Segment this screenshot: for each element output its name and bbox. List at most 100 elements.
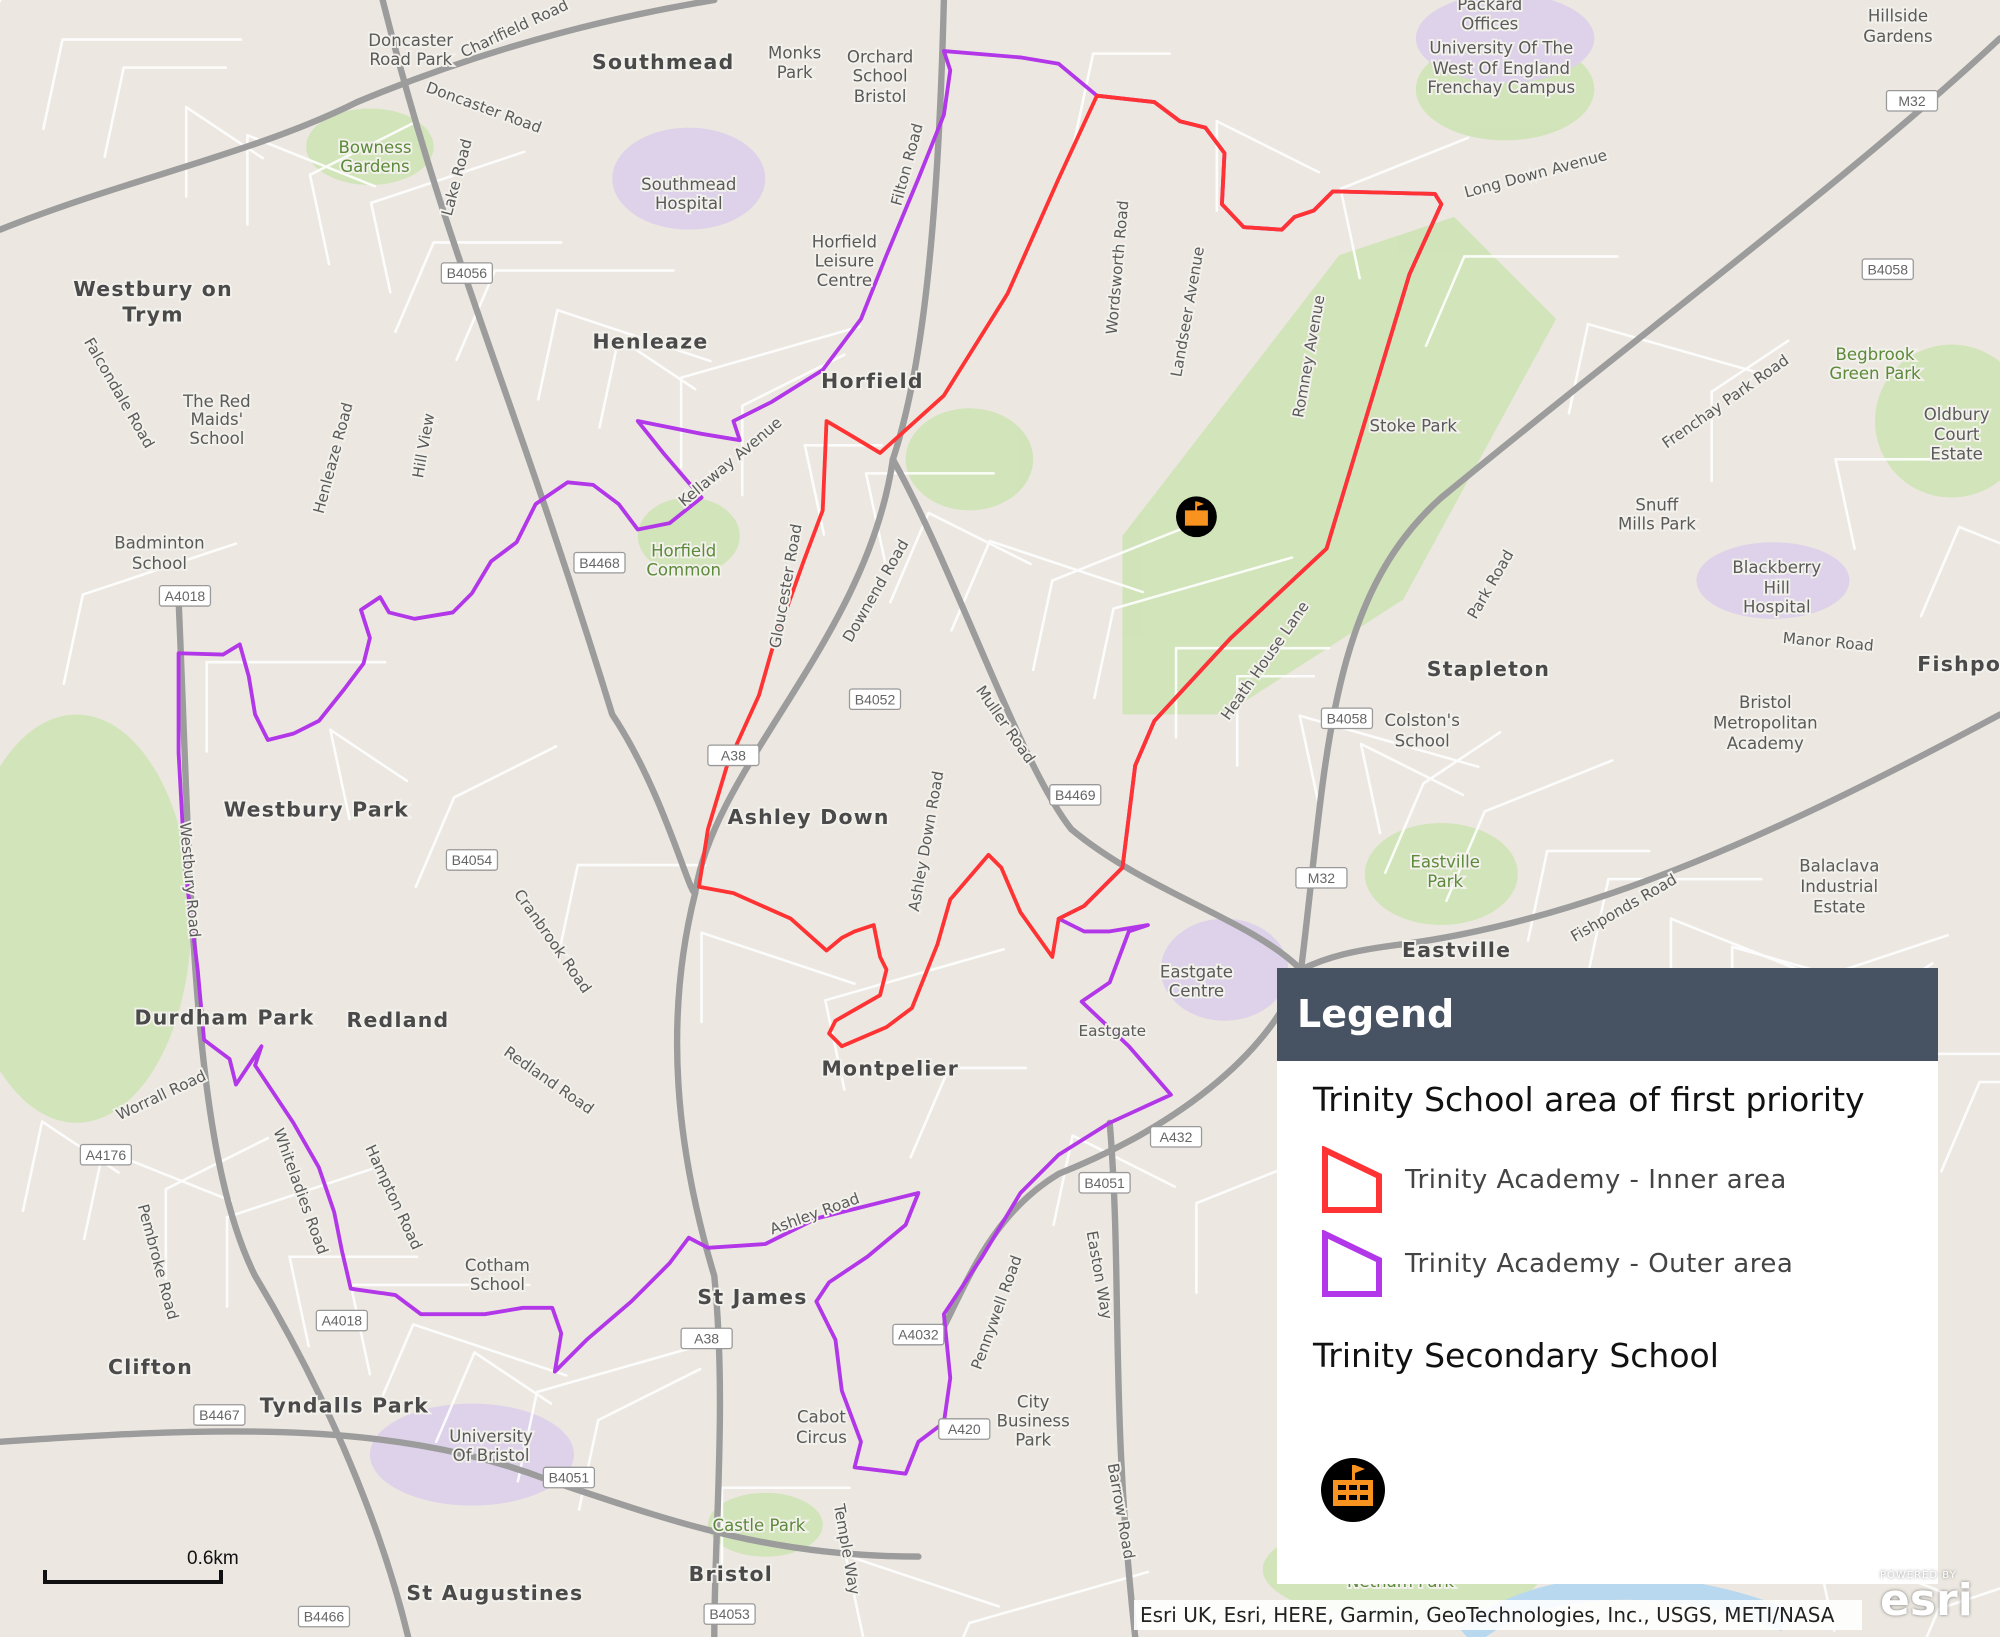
place-label: Industrial bbox=[1800, 877, 1878, 896]
road-shield-label: A432 bbox=[1160, 1129, 1193, 1145]
road-name-label: Pennywell Road bbox=[968, 1253, 1026, 1372]
place-label: Durdham Park bbox=[135, 1006, 315, 1030]
place-label: Montpelier bbox=[821, 1057, 959, 1081]
place-label: Business bbox=[997, 1411, 1070, 1430]
place-label: Clifton bbox=[108, 1355, 193, 1379]
road-name-label: Gloucester Road bbox=[766, 522, 806, 649]
road-shield: B4056 bbox=[440, 262, 493, 284]
road-name-label: Frenchay Park Road bbox=[1659, 351, 1793, 452]
street bbox=[1072, 52, 1171, 145]
street bbox=[1093, 556, 1294, 700]
place-label: Southmead bbox=[641, 175, 736, 194]
road-shield-label: M32 bbox=[1898, 93, 1925, 109]
place-label: Green Park bbox=[1829, 364, 1921, 383]
road-shield: M32 bbox=[1295, 866, 1348, 889]
road-name-label: Ashley Down Road bbox=[905, 770, 947, 913]
road-shield: B4053 bbox=[703, 1603, 756, 1625]
road-shield: B4469 bbox=[1049, 784, 1102, 806]
place-label: Orchard bbox=[847, 48, 913, 67]
place-label: Bristol bbox=[854, 87, 907, 106]
street bbox=[246, 133, 377, 226]
road-name-label: Charlfield Road bbox=[458, 0, 571, 61]
street bbox=[369, 150, 526, 294]
place-label: Gardens bbox=[340, 157, 409, 176]
street bbox=[844, 1554, 1000, 1637]
place-label: Mills Park bbox=[1618, 515, 1696, 534]
road-name-label: Eastgate bbox=[1079, 1022, 1146, 1040]
road-shield-label: B4466 bbox=[304, 1609, 345, 1625]
road-name-label: Kellaway Avenue bbox=[675, 413, 786, 510]
place-label: Horfield bbox=[651, 541, 716, 560]
place-label: Colston's bbox=[1385, 711, 1460, 730]
road-name-label: Filton Road bbox=[888, 121, 927, 207]
place-label: Southmead bbox=[592, 50, 734, 74]
road-shield-label: B4053 bbox=[709, 1606, 750, 1622]
place-label: Common bbox=[646, 560, 721, 579]
legend-title: Legend bbox=[1277, 968, 1938, 1061]
place-label: Leisure bbox=[815, 252, 875, 271]
road-name-label: Redland Road bbox=[500, 1043, 597, 1118]
place-label: Cabot bbox=[797, 1408, 846, 1427]
place-label: Oldbury bbox=[1924, 405, 1990, 424]
street bbox=[909, 1066, 1027, 1159]
place-label: Park bbox=[1015, 1431, 1051, 1450]
place-label: Eastville bbox=[1410, 853, 1480, 872]
place-label: Park bbox=[1427, 872, 1463, 891]
road-name-label: Hampton Road bbox=[361, 1142, 425, 1253]
road-shield: B4058 bbox=[1320, 707, 1374, 730]
outer-area-boundary[interactable] bbox=[176, 49, 1444, 1476]
scale-bar-line bbox=[43, 1570, 223, 1584]
place-label: Eastville bbox=[1402, 938, 1511, 962]
place-label: Of Bristol bbox=[453, 1446, 530, 1465]
street bbox=[329, 728, 409, 821]
road-shield-label: A38 bbox=[721, 747, 746, 763]
road-shield: M32 bbox=[1885, 89, 1939, 112]
street bbox=[62, 542, 238, 686]
place-label: Monks bbox=[768, 44, 821, 63]
polygon-swatch-icon bbox=[1322, 1230, 1382, 1297]
place-label: Balaclava bbox=[1799, 856, 1879, 875]
road-name-label: Hill View bbox=[409, 412, 438, 480]
place-label: University bbox=[449, 1427, 533, 1446]
road-name-label: Pembroke Road bbox=[134, 1202, 182, 1322]
street bbox=[823, 948, 1006, 1091]
street bbox=[889, 511, 1032, 604]
street bbox=[1834, 458, 1939, 550]
school-marker[interactable] bbox=[1176, 496, 1217, 538]
place-label: Centre bbox=[817, 271, 872, 290]
place-label: Stapleton bbox=[1427, 657, 1550, 681]
place-label: Frenchay Campus bbox=[1427, 78, 1575, 97]
road-shield-label: B4467 bbox=[199, 1407, 240, 1423]
road-shield-label: B4469 bbox=[1055, 787, 1096, 803]
place-label: Offices bbox=[1461, 14, 1518, 33]
road-shield: B4058 bbox=[1861, 258, 1914, 281]
place-label: The Red bbox=[182, 392, 251, 411]
street bbox=[1174, 646, 1331, 739]
place-label: University Of The bbox=[1429, 39, 1573, 58]
place-label: Horfield bbox=[821, 369, 924, 393]
powered-by-text: POWERED BY bbox=[1880, 1570, 1957, 1581]
place-label: Bristol bbox=[1739, 693, 1792, 712]
street bbox=[950, 539, 1145, 632]
place-label: Eastgate bbox=[1160, 962, 1233, 981]
school-building-icon bbox=[1184, 501, 1208, 526]
place-label: Estate bbox=[1930, 444, 1982, 463]
inner-area-boundary[interactable] bbox=[697, 93, 1444, 1049]
road-shield-label: B4051 bbox=[1084, 1175, 1125, 1191]
road-shield: A38 bbox=[707, 744, 760, 767]
place-label: Snuff bbox=[1635, 495, 1679, 514]
street bbox=[1445, 759, 1614, 903]
legend-item-inner: Trinity Academy - Inner area bbox=[1321, 1146, 1787, 1214]
esri-logo[interactable]: POWERED BY esri bbox=[1880, 1570, 1973, 1623]
road-name-label: Temple Way bbox=[830, 1502, 864, 1597]
road-shield-label: A4176 bbox=[86, 1147, 127, 1163]
road-shield: A38 bbox=[680, 1327, 733, 1350]
street bbox=[1031, 528, 1182, 672]
road-name-label: Park Road bbox=[1464, 547, 1518, 622]
place-label: Estate bbox=[1813, 897, 1865, 916]
street bbox=[103, 66, 228, 159]
road-name-label: Wordsworth Road bbox=[1103, 200, 1133, 335]
street bbox=[349, 1283, 531, 1376]
road-name-label: Lake Road bbox=[438, 137, 476, 218]
road-name-label: Long Down Avenue bbox=[1462, 146, 1609, 201]
